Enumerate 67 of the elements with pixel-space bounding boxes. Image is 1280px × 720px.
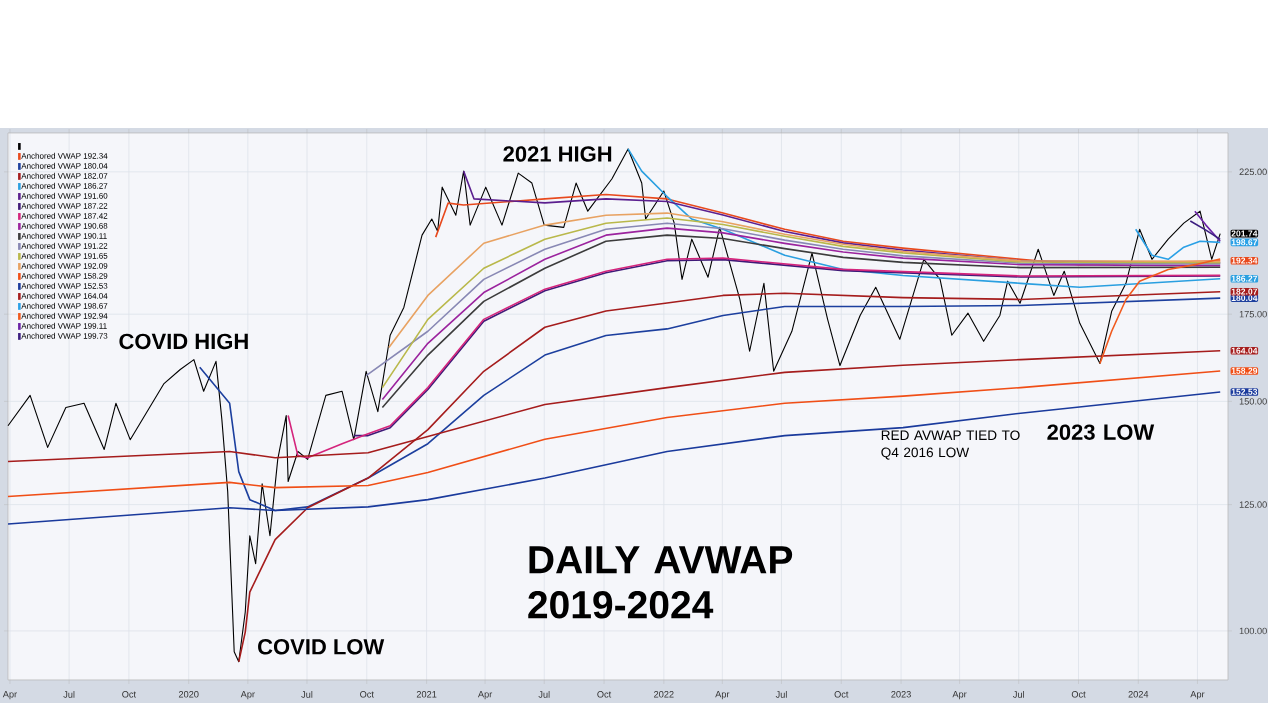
x-tick-label: Jul [538,691,550,698]
legend-label: Anchored VWAP 191.22 [21,242,108,249]
data-label: 158.29 [1231,367,1258,374]
line-series [388,212,1222,349]
y-tick-label: 125.00 [1239,501,1267,508]
legend-label: Anchored VWAP 187.42 [21,212,108,219]
legend-label: Anchored VWAP 152.53 [21,282,108,289]
line-series [1134,228,1222,261]
data-label: 182.07 [1231,288,1258,295]
x-tick-label: Apr [715,691,730,700]
x-tick-label: Jul [775,691,787,698]
x-tick-label: Oct [122,691,136,698]
legend-label: Anchored VWAP 191.65 [21,252,108,259]
x-tick-label: Apr [240,691,255,700]
x-tick-label: 2024 [1128,691,1149,698]
legend-label: Anchored VWAP 199.73 [21,332,108,339]
x-tick-label: Oct [360,691,374,698]
x-tick-label: Apr [2,691,17,700]
x-tick-label: 2023 [891,691,911,698]
legend-label: Anchored VWAP 198.67 [21,302,108,309]
x-tick-label: Apr [1190,691,1205,700]
data-label: 201.74 [1231,230,1258,237]
legend-label: Anchored VWAP 191.60 [21,192,108,199]
legend-label: Anchored VWAP 164.04 [21,292,108,299]
line-series [7,148,1221,663]
legend-label: Anchored VWAP 192.09 [21,262,108,269]
data-label: 198.67 [1231,239,1258,246]
line-series [7,370,1222,498]
line-series [627,148,1222,289]
x-tick-label: Oct [1071,691,1086,698]
legend-label: Anchored VWAP 192.94 [21,312,108,319]
annotation: 2021 HIGH [503,146,612,162]
legend-label: Anchored VWAP 186.27 [21,182,108,189]
x-tick-label: Apr [477,691,493,700]
annotation: 2023 LOW [1047,424,1155,440]
line-series [1099,258,1222,365]
annotation: COVID HIGH [119,333,248,350]
x-tick-label: Jul [1012,691,1024,698]
y-tick-label: 225.00 [1239,168,1267,176]
x-tick-label: Oct [597,691,612,698]
data-label: 152.53 [1231,388,1258,395]
legend-label: Anchored VWAP 190.11 [21,232,107,239]
x-tick-label: 2020 [178,691,199,698]
y-tick-label: 150.00 [1239,398,1267,405]
legend-label: Anchored VWAP 187.22 [21,202,108,209]
y-tick-label: 175.00 [1239,310,1267,318]
legend-label: Anchored VWAP 158.29 [21,272,108,279]
x-tick-label: Jul [63,691,75,698]
x-tick-label: 2021 [416,691,437,698]
x-tick-label: Apr [952,691,967,700]
x-tick-label: Jul [301,691,313,698]
data-label: 164.04 [1231,347,1258,354]
data-label: 192.34 [1231,257,1258,264]
annotation: RED AVWAP TIED TO Q4 2016 LOW [881,430,1020,460]
legend-label: Anchored VWAP 192.34 [21,152,108,159]
y-tick-label: 100.00 [1239,627,1267,635]
legend-label: Anchored VWAP 182.07 [21,172,108,179]
legend-label: Anchored VWAP 180.04 [21,162,108,169]
legend-label: Anchored VWAP 190.68 [21,222,108,229]
x-tick-label: 2022 [654,691,674,698]
x-tick-label: Oct [834,691,849,698]
annotation: COVID LOW [258,638,385,655]
text: DAILY AVWAP 2019-2024 [528,546,793,619]
legend-label: Anchored VWAP 199.11 [21,322,107,329]
data-label: 180.04 [1231,294,1258,301]
line-series [287,257,1222,459]
data-label: 186.27 [1231,275,1258,282]
